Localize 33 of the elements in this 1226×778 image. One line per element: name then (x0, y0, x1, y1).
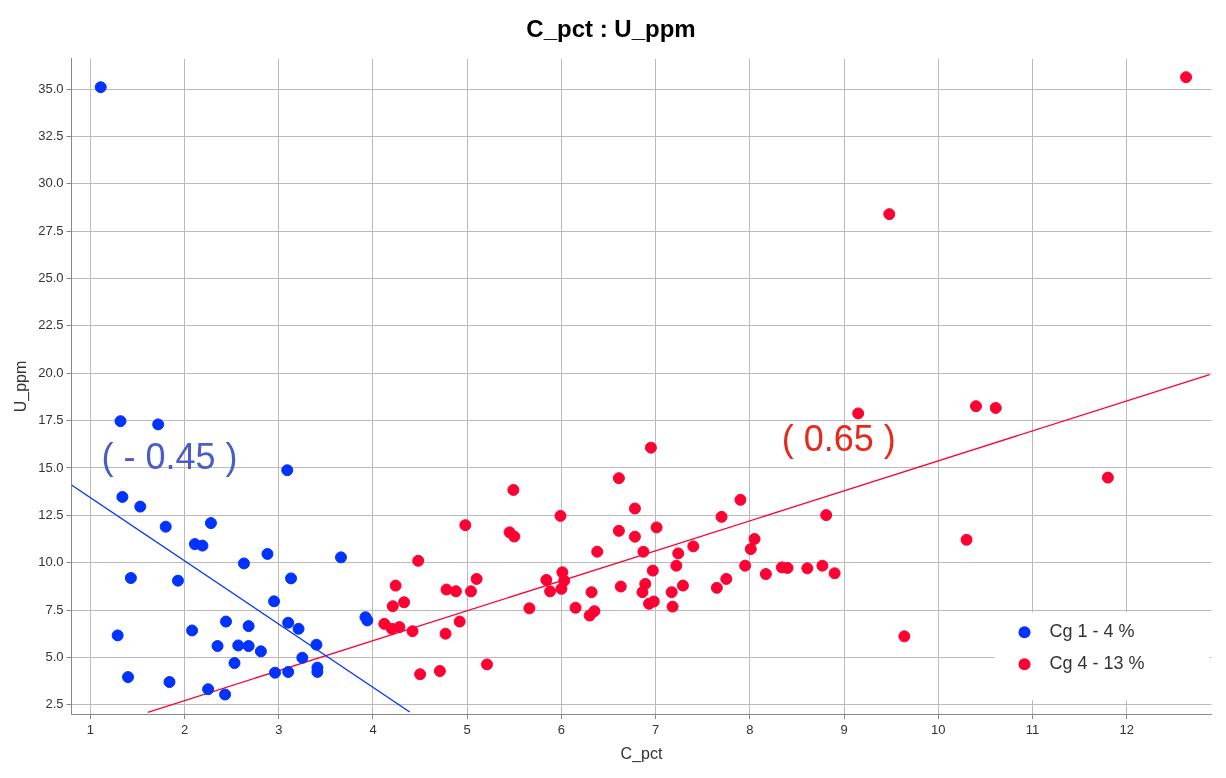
y-tick-label: 30.0 (38, 175, 64, 191)
x-tick-label: 9 (840, 721, 848, 737)
x-tick-label: 4 (369, 721, 377, 737)
y-axis-title: U_ppm (12, 360, 31, 413)
legend-label: Cg 1 - 4 % (1049, 621, 1135, 642)
x-tick-label: 10 (931, 721, 946, 737)
x-tick-label: 3 (275, 721, 283, 737)
x-axis-title: C_pct (620, 744, 663, 763)
x-tick-label: 5 (463, 721, 471, 737)
y-tick-label: 32.5 (38, 128, 64, 144)
annotation: ( 0.65 ) (781, 417, 896, 459)
chart-title: C_pct : U_ppm (526, 15, 696, 43)
y-tick-label: 35.0 (38, 80, 64, 96)
x-tick-label: 1 (86, 721, 94, 737)
y-tick-label: 5.0 (45, 648, 64, 664)
y-tick-label: 2.5 (45, 696, 64, 712)
x-tick-label: 6 (557, 721, 566, 737)
x-tick-label: 8 (746, 721, 754, 737)
x-tick-label: 11 (1025, 721, 1040, 737)
y-tick-label: 25.0 (38, 270, 64, 286)
y-tick-label: 12.5 (38, 506, 64, 522)
x-tick-label: 12 (1119, 721, 1134, 737)
x-tick-label: 2 (180, 721, 189, 737)
annotation: ( - 0.45 ) (101, 435, 238, 477)
x-tick-label: 7 (652, 721, 660, 737)
y-tick-label: 15.0 (38, 459, 64, 475)
y-tick-label: 27.5 (38, 222, 64, 238)
y-tick-label: 10.0 (38, 554, 64, 570)
y-tick-label: 20.0 (38, 364, 64, 380)
y-tick-label: 7.5 (45, 601, 64, 617)
y-tick-label: 17.5 (38, 412, 64, 428)
y-tick-label: 22.5 (38, 317, 64, 333)
legend-label: Cg 4 - 13 % (1049, 653, 1145, 674)
